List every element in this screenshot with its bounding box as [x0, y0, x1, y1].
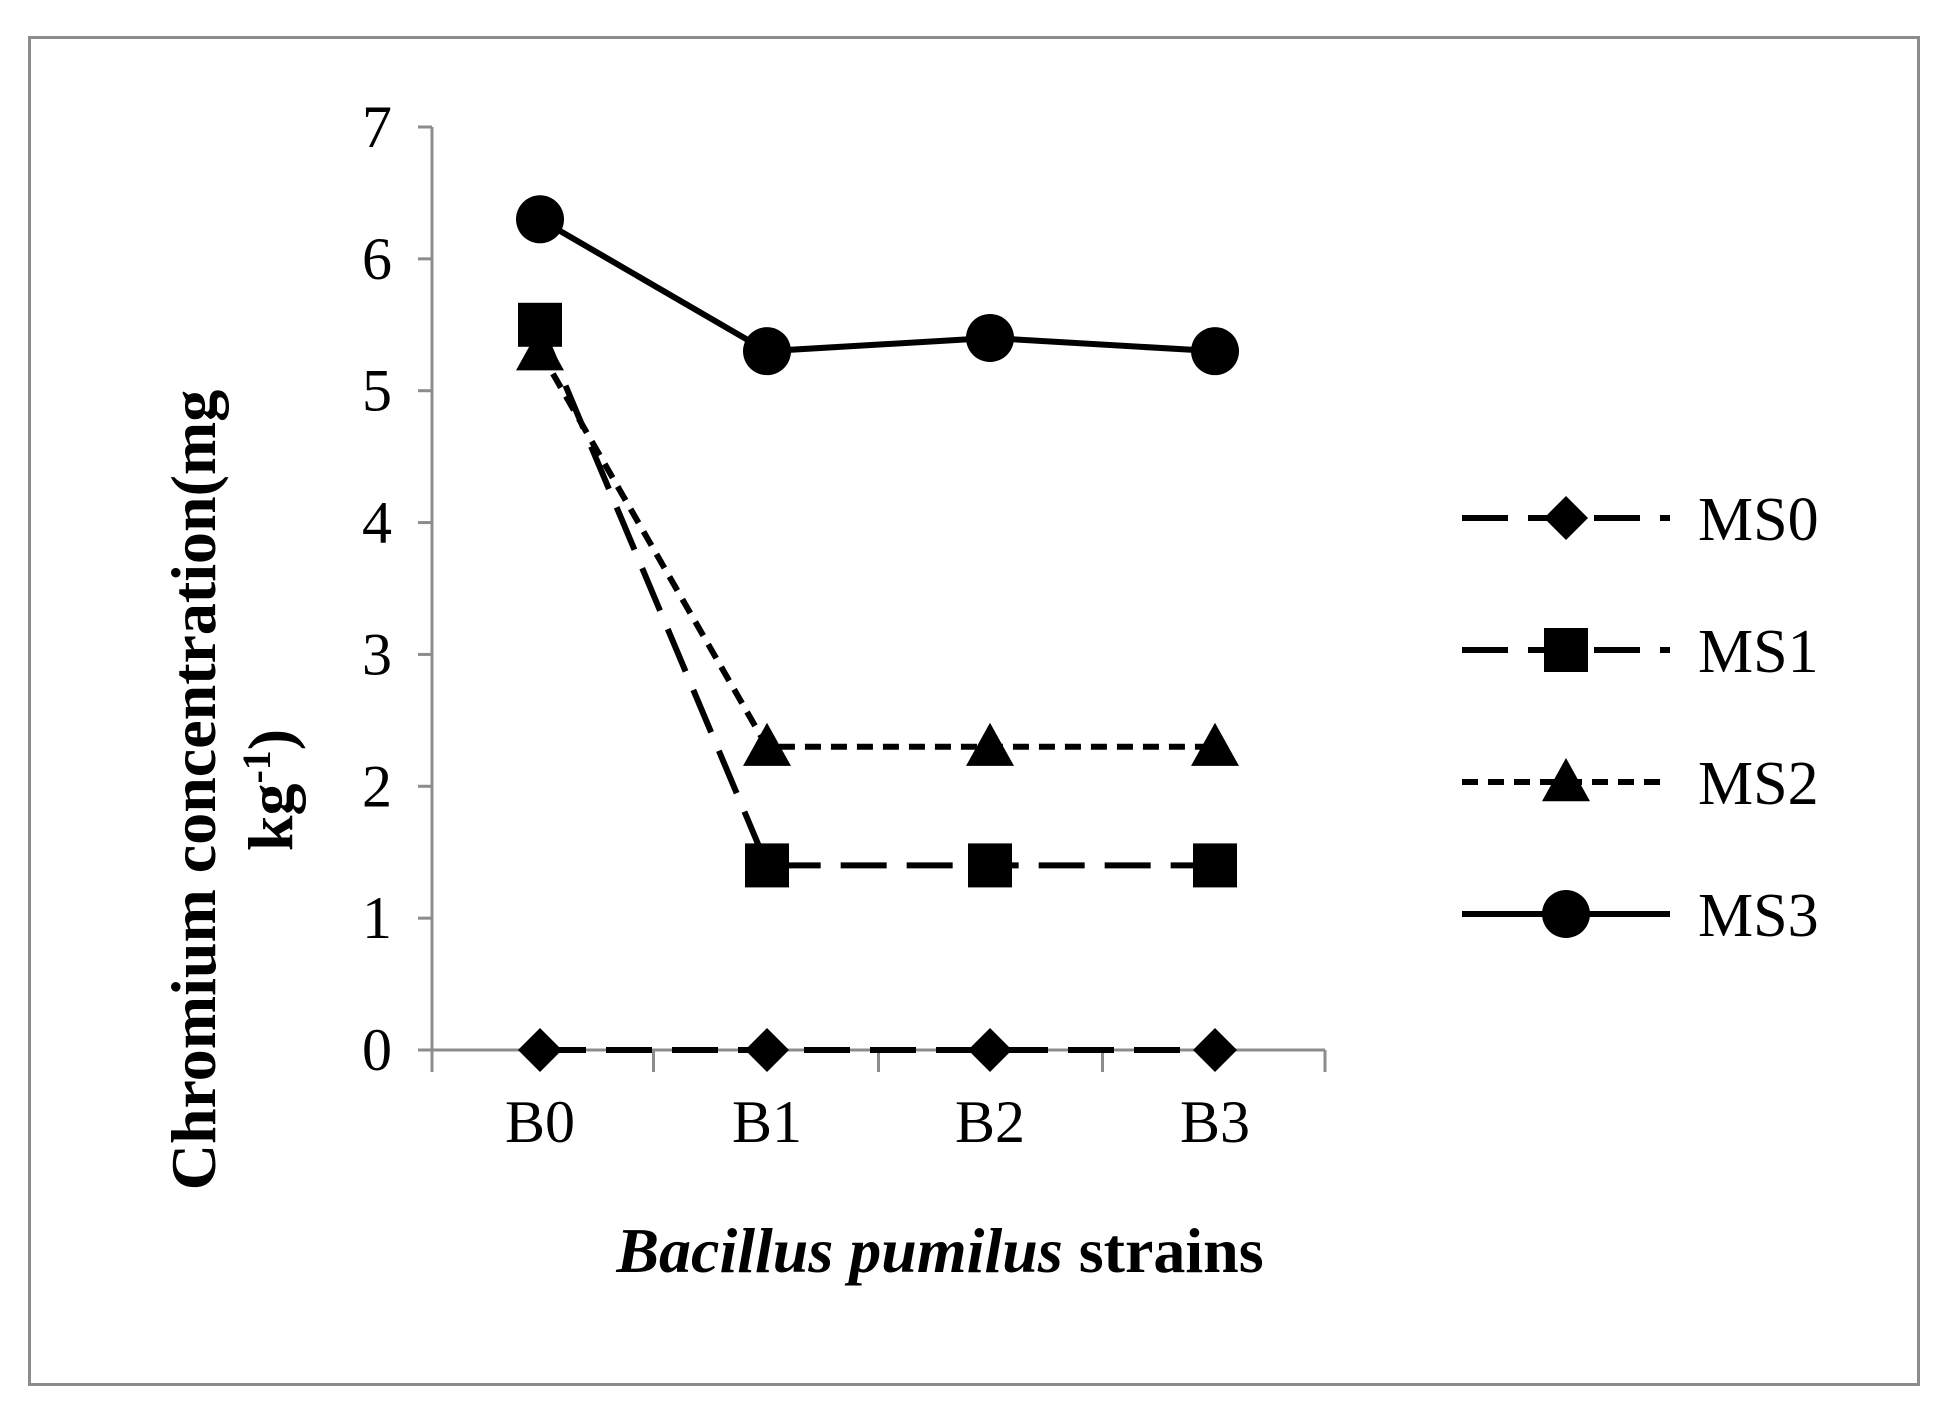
series-ms1 [518, 302, 1237, 888]
y-tick-label: 3 [362, 621, 392, 687]
legend-label: MS3 [1698, 882, 1819, 950]
data-point-ms2 [516, 327, 564, 371]
legend-label: MS0 [1698, 486, 1819, 554]
y-axis-title: Chromium concentration(mg [158, 390, 229, 1191]
series-ms3 [516, 195, 1239, 376]
legend-marker [1544, 628, 1588, 672]
legend-entry-ms2: MS2 [1462, 750, 1819, 818]
legend-entry-ms3: MS3 [1462, 882, 1819, 950]
series-ms0 [518, 1028, 1237, 1072]
data-point-ms3 [516, 195, 564, 244]
y-tick-label: 6 [362, 226, 392, 292]
data-point-ms0 [968, 1028, 1012, 1072]
data-point-ms0 [745, 1028, 789, 1072]
y-axis-title-line1: Chromium concentration(mg [158, 390, 229, 1191]
legend-label: MS1 [1698, 618, 1819, 686]
legend-marker [1542, 890, 1590, 938]
series-ms2 [516, 327, 1239, 766]
data-point-ms0 [518, 1028, 562, 1072]
x-tick-labels: B0 B1 B2 B3 [505, 1089, 1250, 1155]
data-point-ms3 [743, 327, 791, 376]
x-tick-label: B2 [955, 1089, 1025, 1155]
x-tick-label: B1 [732, 1089, 802, 1155]
chart-frame [28, 36, 1920, 1386]
y-axis-title-line2: kg-1) [234, 729, 307, 851]
data-point-ms1 [1193, 843, 1237, 888]
x-tick-label: B3 [1180, 1089, 1250, 1155]
legend-entry-ms1: MS1 [1462, 618, 1819, 686]
data-point-ms1 [745, 843, 789, 888]
y-tick-label: 2 [362, 753, 392, 819]
series-line-ms1 [537, 323, 1215, 869]
series-group [516, 195, 1239, 1072]
legend-label: MS2 [1698, 750, 1819, 818]
y-tick-label: 1 [362, 885, 392, 951]
data-point-ms0 [1193, 1028, 1237, 1072]
y-tick-label: 7 [362, 94, 392, 160]
x-tick-label: B0 [505, 1089, 575, 1155]
data-point-ms2 [1191, 722, 1239, 766]
data-point-ms3 [1191, 327, 1239, 376]
series-line-ms2 [537, 349, 1215, 750]
legend-entry-ms0: MS0 [1462, 486, 1819, 554]
y-axis-title-2: kg-1) [234, 729, 307, 851]
y-tick-labels: 0 1 2 3 4 5 6 7 [362, 94, 392, 1083]
data-point-ms2 [966, 722, 1014, 766]
legend-marker [1544, 496, 1588, 540]
data-point-ms1 [968, 843, 1012, 888]
legend: MS0 MS1 MS2 MS3 [1462, 486, 1819, 950]
data-point-ms2 [743, 722, 791, 766]
legend-marker [1542, 758, 1590, 802]
x-axis-title: Bacillus pumilus strains [615, 1215, 1263, 1286]
data-point-ms3 [966, 313, 1014, 362]
y-tick-label: 5 [362, 358, 392, 424]
axes [418, 125, 1327, 1072]
y-tick-label: 0 [362, 1017, 392, 1083]
series-line-ms3 [538, 216, 1216, 355]
y-tick-label: 4 [362, 490, 392, 556]
